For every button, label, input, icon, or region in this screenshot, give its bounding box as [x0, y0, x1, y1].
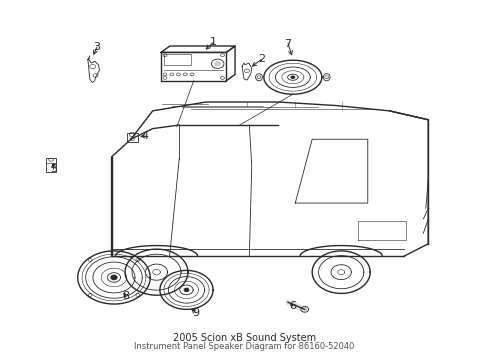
- Text: 3: 3: [93, 42, 101, 52]
- Bar: [126, 133, 138, 143]
- Text: 6: 6: [289, 301, 296, 311]
- Circle shape: [184, 288, 188, 292]
- Text: 5: 5: [50, 165, 57, 174]
- Circle shape: [214, 62, 220, 66]
- Text: 8: 8: [122, 291, 129, 301]
- Text: 7: 7: [284, 39, 291, 49]
- Bar: [46, 158, 56, 172]
- Bar: [163, 54, 191, 65]
- Text: 2005 Scion xB Sound System: 2005 Scion xB Sound System: [173, 333, 315, 343]
- Text: 1: 1: [209, 37, 216, 48]
- Circle shape: [111, 275, 117, 280]
- Text: Instrument Panel Speaker Diagram for 86160-52040: Instrument Panel Speaker Diagram for 861…: [134, 342, 354, 351]
- Ellipse shape: [290, 76, 294, 78]
- Text: 4: 4: [142, 131, 149, 141]
- Text: 9: 9: [192, 308, 199, 318]
- Text: 2: 2: [257, 54, 264, 64]
- Bar: [161, 53, 226, 81]
